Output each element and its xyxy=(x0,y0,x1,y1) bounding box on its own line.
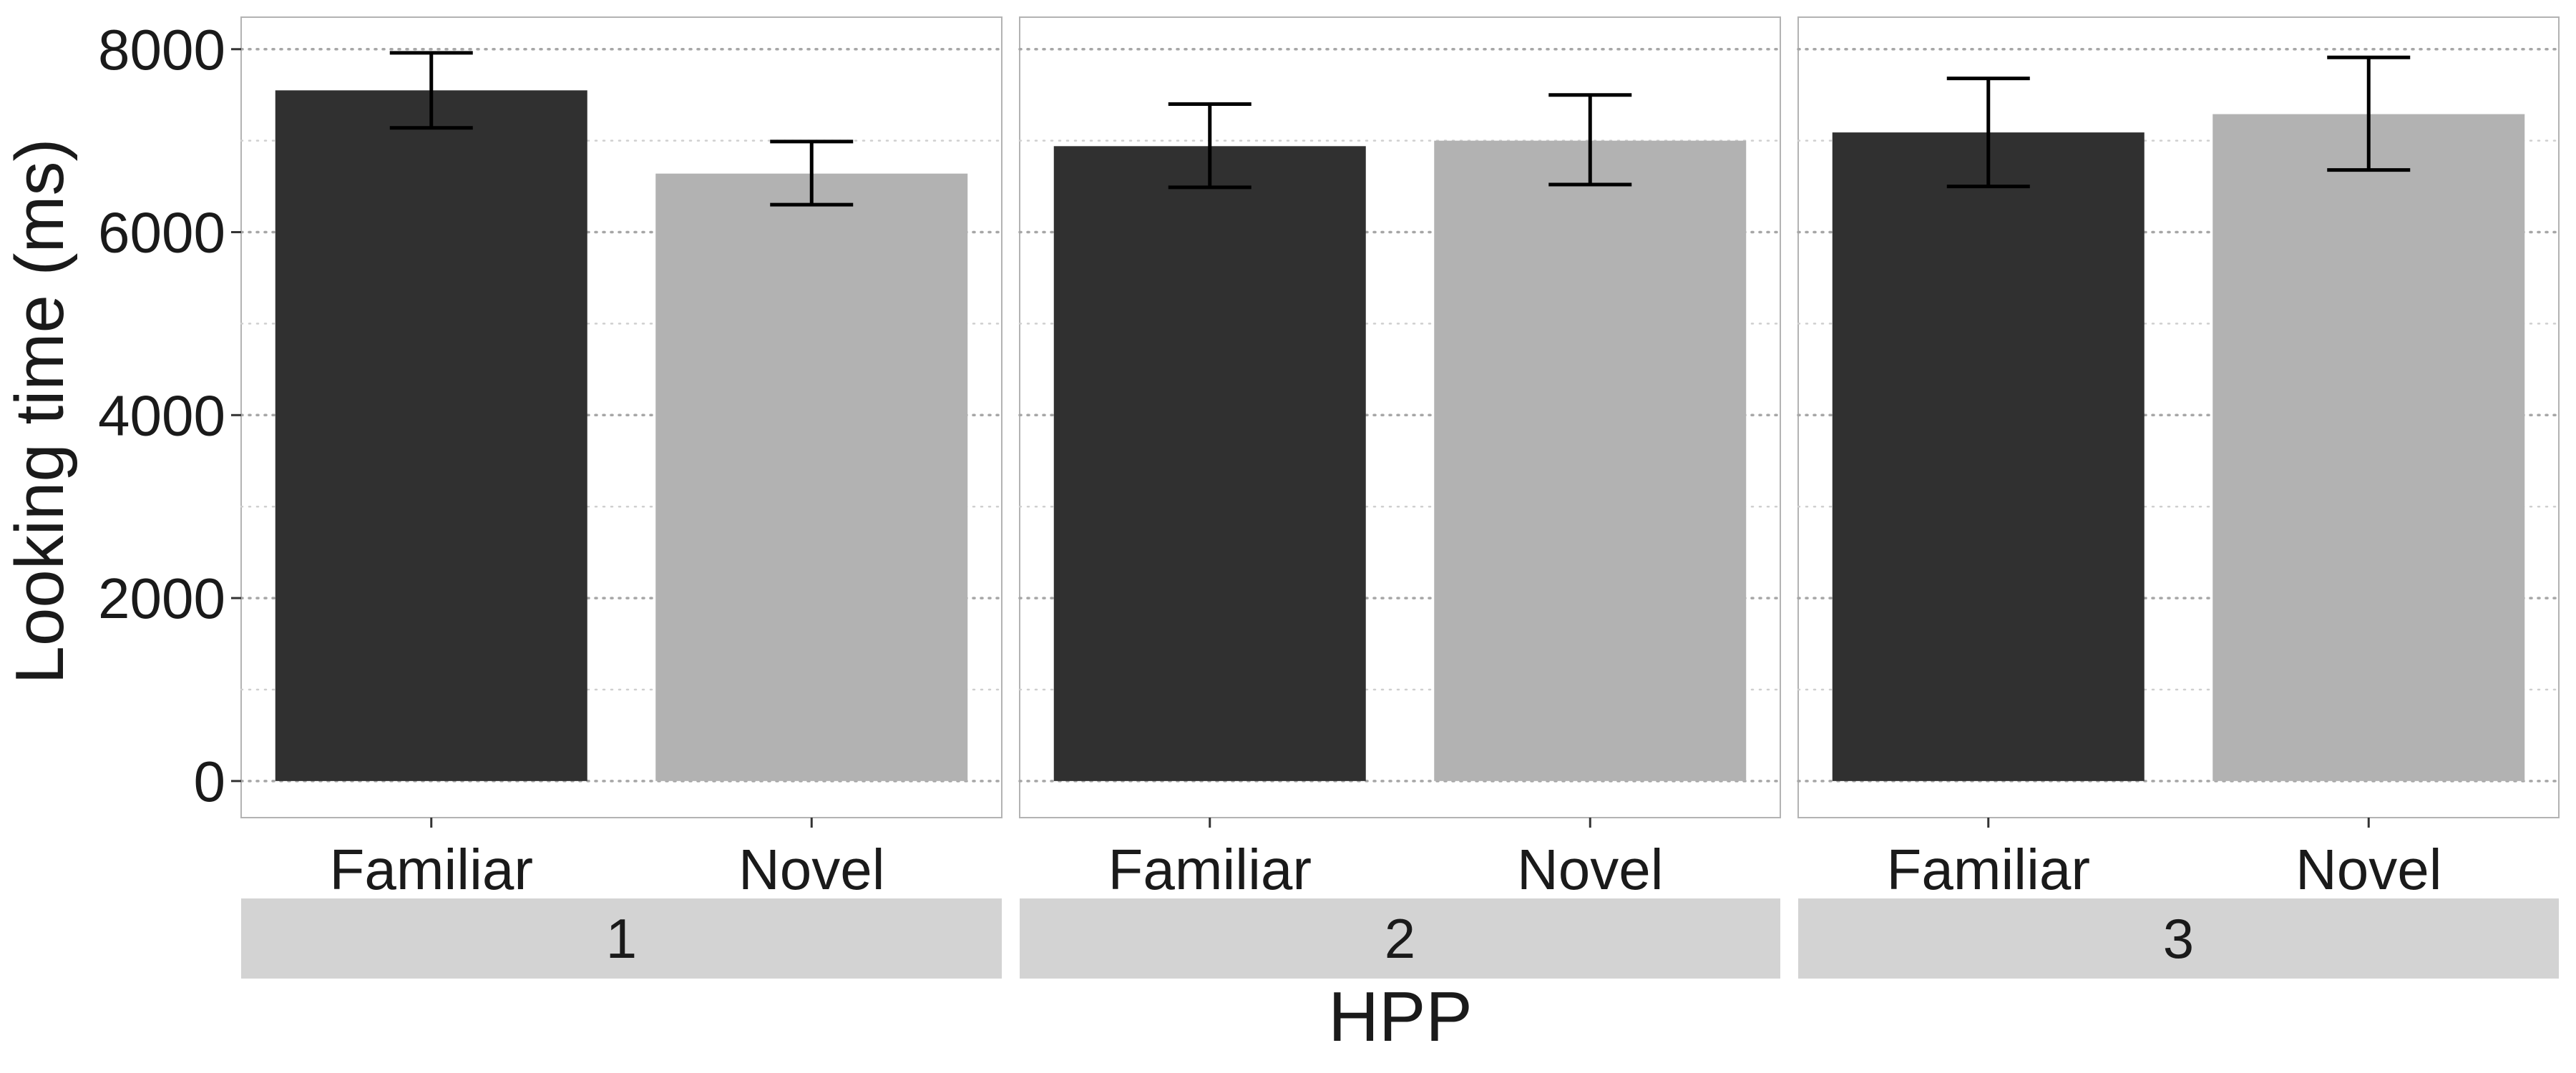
error-bar-novel xyxy=(1548,93,1632,187)
x-tick-label: Familiar xyxy=(1887,838,2090,901)
error-bar-familiar xyxy=(389,51,473,130)
error-bar-novel xyxy=(2327,55,2411,172)
x-tick-label: Novel xyxy=(2296,838,2442,901)
y-tick-label: 2000 xyxy=(98,567,225,630)
bar-novel xyxy=(655,173,968,781)
facet-strip xyxy=(1798,898,2559,979)
bar-familiar xyxy=(1053,146,1366,781)
x-axis-title: HPP xyxy=(1328,977,1473,1056)
y-tick-label: 6000 xyxy=(98,201,225,265)
error-bar-familiar xyxy=(1168,102,1252,190)
x-tick-label: Familiar xyxy=(330,838,533,901)
bar-novel xyxy=(1434,140,1747,781)
error-bar-familiar xyxy=(1946,77,2030,189)
panel-1: Familiar Novel 1 xyxy=(240,16,1003,979)
x-tick-label: Novel xyxy=(738,838,885,901)
chart-panels: Familiar Novel 1 Familiar Novel 2 Familiar Nove… xyxy=(98,16,2560,979)
panel-2: Familiar Novel 2 xyxy=(1018,16,1782,979)
bar-familiar xyxy=(275,90,587,781)
panel-3: Familiar Novel 3 xyxy=(1797,16,2560,979)
x-tick-label: Familiar xyxy=(1108,838,1312,901)
facet-strip-label: 1 xyxy=(606,907,637,970)
facet-strip-label: 2 xyxy=(1385,907,1415,970)
bar-familiar xyxy=(1832,132,2145,781)
facet-strip xyxy=(241,898,1002,979)
y-tick-label: 8000 xyxy=(98,18,225,82)
x-tick-label: Novel xyxy=(1517,838,1664,901)
y-tick-label: 0 xyxy=(194,750,226,813)
error-bar-novel xyxy=(770,139,854,207)
facet-strip-label: 3 xyxy=(2163,907,2194,970)
facet-strip xyxy=(1020,898,1780,979)
bar-novel xyxy=(2212,114,2525,781)
y-tick-label: 4000 xyxy=(98,383,225,447)
y-axis-title: Looking time (ms) xyxy=(1,139,78,685)
